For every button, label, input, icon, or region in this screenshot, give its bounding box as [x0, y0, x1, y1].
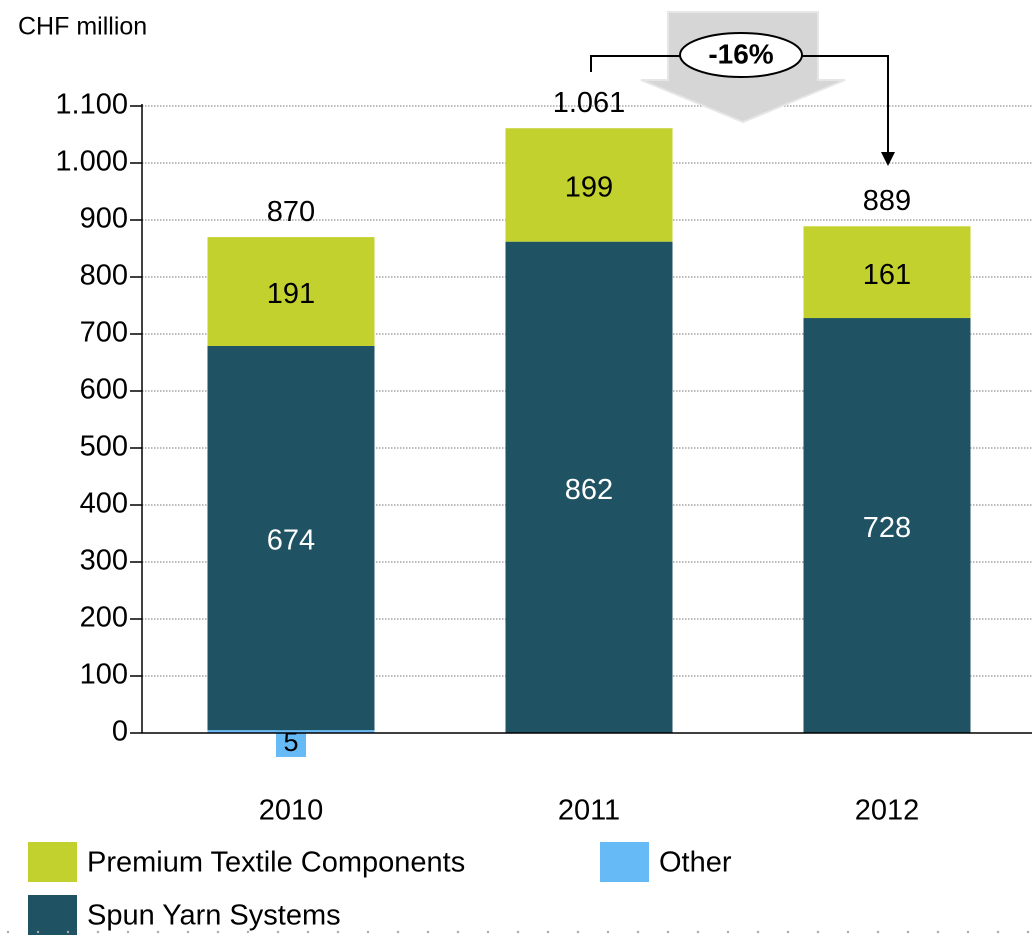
legend-label: Spun Yarn Systems: [87, 900, 341, 932]
value-label-box: [276, 730, 306, 757]
legend-swatch: [28, 842, 77, 882]
footer-dot: [966, 930, 970, 934]
footer-dot: [996, 930, 1000, 934]
annotation-ellipse: [679, 32, 803, 78]
footer-dot: [366, 930, 370, 934]
footer-dot: [96, 930, 100, 934]
bar-segment: [505, 241, 673, 733]
footer-dot: [876, 930, 880, 934]
footer-dot: [516, 930, 520, 934]
y-tick-label: 400: [80, 488, 128, 520]
y-tick-label: 700: [80, 317, 128, 349]
footer-dot: [246, 930, 250, 934]
legend-swatch: [600, 842, 649, 882]
legend-swatch: [28, 895, 77, 935]
y-tick-label: 1.000: [55, 146, 128, 178]
footer-dot: [846, 930, 850, 934]
legend: Other Spun Yarn Systems Premium Textile Co…: [6, 842, 1030, 935]
footer-dot: [606, 930, 610, 934]
bar-segment: [505, 128, 673, 242]
footer-dot: [546, 930, 550, 934]
footer-dot: [306, 930, 310, 934]
total-label: 1.061: [553, 87, 626, 119]
value-label: 191: [267, 278, 315, 310]
y-axis-label: CHF million: [18, 13, 147, 41]
bar-segment: [207, 345, 375, 731]
y-tick-label: 600: [80, 374, 128, 406]
footer-dot: [726, 930, 730, 934]
footer-dot: [126, 930, 130, 934]
y-tick-label: 800: [80, 260, 128, 292]
x-tick-label: 2012: [855, 795, 920, 827]
footer-dot: [426, 930, 430, 934]
footer-dot: [156, 930, 160, 934]
y-tick-label: 900: [80, 203, 128, 235]
footer-dot: [816, 930, 820, 934]
y-tick-label: 1.100: [55, 89, 128, 121]
legend-label: Other: [659, 847, 732, 879]
footer-dot: [906, 930, 910, 934]
footer-dot: [396, 930, 400, 934]
bar-segment: [803, 318, 971, 733]
footer-dot: [696, 930, 700, 934]
footer-dot: [936, 930, 940, 934]
total-label: 889: [863, 185, 911, 217]
footer-dot: [36, 930, 40, 934]
y-tick-label: 500: [80, 431, 128, 463]
bar-segment: [803, 226, 971, 319]
y-tick-label: 100: [80, 659, 128, 691]
arrow-head: [881, 152, 895, 166]
y-tick-label: 200: [80, 602, 128, 634]
value-label: 674: [267, 525, 315, 557]
y-tick-label: 0: [112, 716, 128, 748]
total-label: 870: [267, 196, 315, 228]
y-tick-label: 300: [80, 545, 128, 577]
value-label: 728: [863, 512, 911, 544]
footer-dot: [486, 930, 490, 934]
footer-dot: [336, 930, 340, 934]
value-label: 5: [283, 727, 298, 757]
bar-segment: [207, 237, 375, 346]
value-label: 862: [565, 474, 613, 506]
footer-dot: [1026, 930, 1030, 934]
footer-dot: [276, 930, 280, 934]
footer-dot: [636, 930, 640, 934]
value-label: 161: [863, 259, 911, 291]
footer-dot: [456, 930, 460, 934]
x-tick-label: 2011: [558, 795, 620, 827]
footer-dot: [576, 930, 580, 934]
footer-dot: [786, 930, 790, 934]
change-annotation: -16%: [590, 11, 895, 166]
footer-dot: [66, 930, 70, 934]
plot-area: 0 100 200 300 400 500 600 700 800 900 1.000 1.100 20…: [55, 87, 1032, 827]
footer-dot: [666, 930, 670, 934]
footer-dot: [756, 930, 760, 934]
value-label: 199: [565, 172, 613, 204]
annotation-text: -16%: [708, 38, 773, 69]
footer-dot: [186, 930, 190, 934]
x-tick-label: 2010: [259, 795, 324, 827]
footer-dot: [6, 930, 10, 934]
legend-label: Premium Textile Components: [87, 847, 465, 879]
footer-dot: [216, 930, 220, 934]
